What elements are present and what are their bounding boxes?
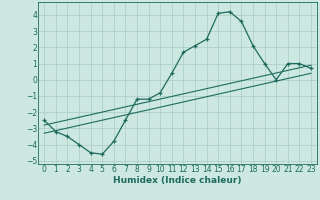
X-axis label: Humidex (Indice chaleur): Humidex (Indice chaleur) bbox=[113, 176, 242, 185]
